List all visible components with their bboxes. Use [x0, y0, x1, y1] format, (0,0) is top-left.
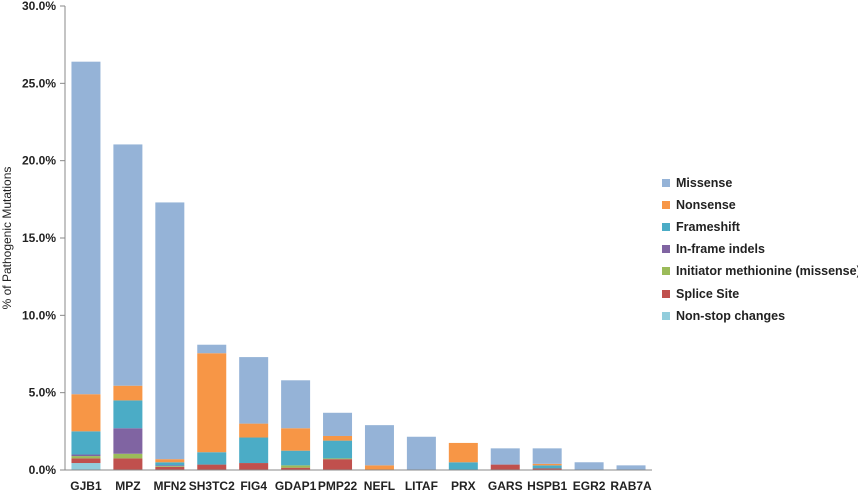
legend-item: Missense: [662, 172, 858, 194]
bar-segment: [532, 465, 562, 469]
bar-segment: [71, 394, 101, 432]
bar-segment: [113, 453, 143, 459]
y-tick-label: 20.0%: [22, 154, 56, 168]
bar-segment: [239, 357, 269, 424]
bar-segment: [532, 468, 562, 470]
legend-swatch: [662, 179, 670, 188]
bar-segment: [281, 428, 311, 451]
legend-label: Non-stop changes: [676, 308, 786, 323]
x-axis: GJB1 MPZ MFN2 SH3TC2 FIG4 GDAP1 PMP22 NEFL LITAF…: [70, 479, 652, 493]
y-tick-label: 0.0%: [29, 463, 57, 477]
legend-label: Frameshift: [676, 220, 740, 235]
bar-segment: [71, 458, 101, 464]
legend-item: In-frame indels: [662, 238, 858, 260]
x-tick-label: SH3TC2: [189, 479, 235, 493]
bar-segment: [532, 463, 562, 466]
x-tick-label: MPZ: [115, 479, 140, 493]
legend-item: Nonsense: [662, 194, 858, 216]
bar-segment: [113, 428, 143, 454]
bar-segment: [197, 344, 227, 354]
x-tick-label: LITAF: [405, 479, 438, 493]
x-tick-label: GARS: [488, 479, 523, 493]
bar-segment: [239, 423, 269, 438]
bar-segment: [155, 202, 185, 460]
bar-segment: [323, 440, 353, 459]
y-tick-label: 5.0%: [29, 386, 57, 400]
bar-segment: [197, 452, 227, 465]
bar-segment: [71, 463, 101, 470]
bar-segment: [113, 400, 143, 429]
bar-segment: [71, 454, 101, 457]
legend-swatch: [662, 245, 670, 254]
x-tick-label: PRX: [451, 479, 476, 493]
bar-segment: [281, 380, 311, 429]
bar-segment: [406, 436, 436, 470]
x-tick-label: FIG4: [240, 479, 267, 493]
x-tick-label: RAB7A: [610, 479, 652, 493]
y-tick-label: 25.0%: [22, 76, 56, 90]
legend: Missense Nonsense Frameshift In-frame indel…: [662, 172, 858, 327]
bar-segment: [113, 144, 143, 386]
bar-segment: [532, 448, 562, 464]
bar-segment: [490, 464, 520, 470]
bar-segment: [155, 466, 185, 467]
legend-label: Nonsense: [676, 198, 736, 213]
legend-label: In-frame indels: [676, 242, 765, 257]
legend-item: Initiator methionine (missense): [662, 260, 858, 282]
bar-segment: [323, 459, 353, 470]
bar-segment: [155, 462, 185, 466]
bar-segment: [281, 465, 311, 468]
x-tick-label: GJB1: [70, 479, 102, 493]
legend-swatch: [662, 223, 670, 232]
x-tick-label: HSPB1: [527, 479, 567, 493]
bar-segment: [364, 425, 394, 466]
legend-label: Initiator methionine (missense): [676, 264, 858, 279]
bar-segment: [323, 412, 353, 436]
y-tick-label: 10.0%: [22, 308, 56, 322]
bar-segment: [281, 467, 311, 470]
bars: [71, 61, 646, 470]
legend-swatch: [662, 289, 670, 298]
x-tick-label: NEFL: [364, 479, 395, 493]
bar-segment: [281, 450, 311, 466]
bar-segment: [239, 437, 269, 464]
x-tick-label: EGR2: [573, 479, 606, 493]
bar-segment: [197, 464, 227, 470]
x-tick-label: MFN2: [153, 479, 186, 493]
bar-segment: [155, 459, 185, 463]
legend-label: Splice Site: [676, 286, 740, 301]
bar-segment: [71, 456, 101, 459]
x-tick-label: GDAP1: [275, 479, 317, 493]
legend-item: Frameshift: [662, 216, 858, 238]
bar-segment: [323, 435, 353, 441]
bar-segment: [239, 463, 269, 470]
y-tick-label: 15.0%: [22, 231, 56, 245]
legend-swatch: [662, 311, 670, 320]
bar-segment: [71, 61, 101, 395]
bar-segment: [448, 442, 478, 463]
legend-item: Splice Site: [662, 282, 858, 304]
bar-segment: [113, 385, 143, 401]
bar-segment: [448, 462, 478, 470]
bar-segment: [616, 465, 646, 470]
bar-segment: [155, 465, 185, 467]
bar-segment: [197, 353, 227, 453]
y-axis-title: % of Pathogenic Mutations: [0, 167, 14, 310]
bar-segment: [574, 462, 604, 470]
bar-segment: [323, 458, 353, 460]
legend-label: Missense: [676, 176, 733, 191]
y-tick-label: 30.0%: [22, 0, 56, 13]
x-tick-label: PMP22: [318, 479, 358, 493]
bar-segment: [113, 458, 143, 470]
legend-swatch: [662, 267, 670, 276]
bar-segment: [490, 448, 520, 465]
legend-item: Non-stop changes: [662, 305, 858, 327]
legend-swatch: [662, 201, 670, 210]
bar-segment: [364, 465, 394, 470]
bar-segment: [71, 431, 101, 455]
y-axis: 0.0% 5.0% 10.0% 15.0% 20.0% 25.0% 30.0%: [22, 0, 65, 477]
bar-segment: [155, 466, 185, 470]
